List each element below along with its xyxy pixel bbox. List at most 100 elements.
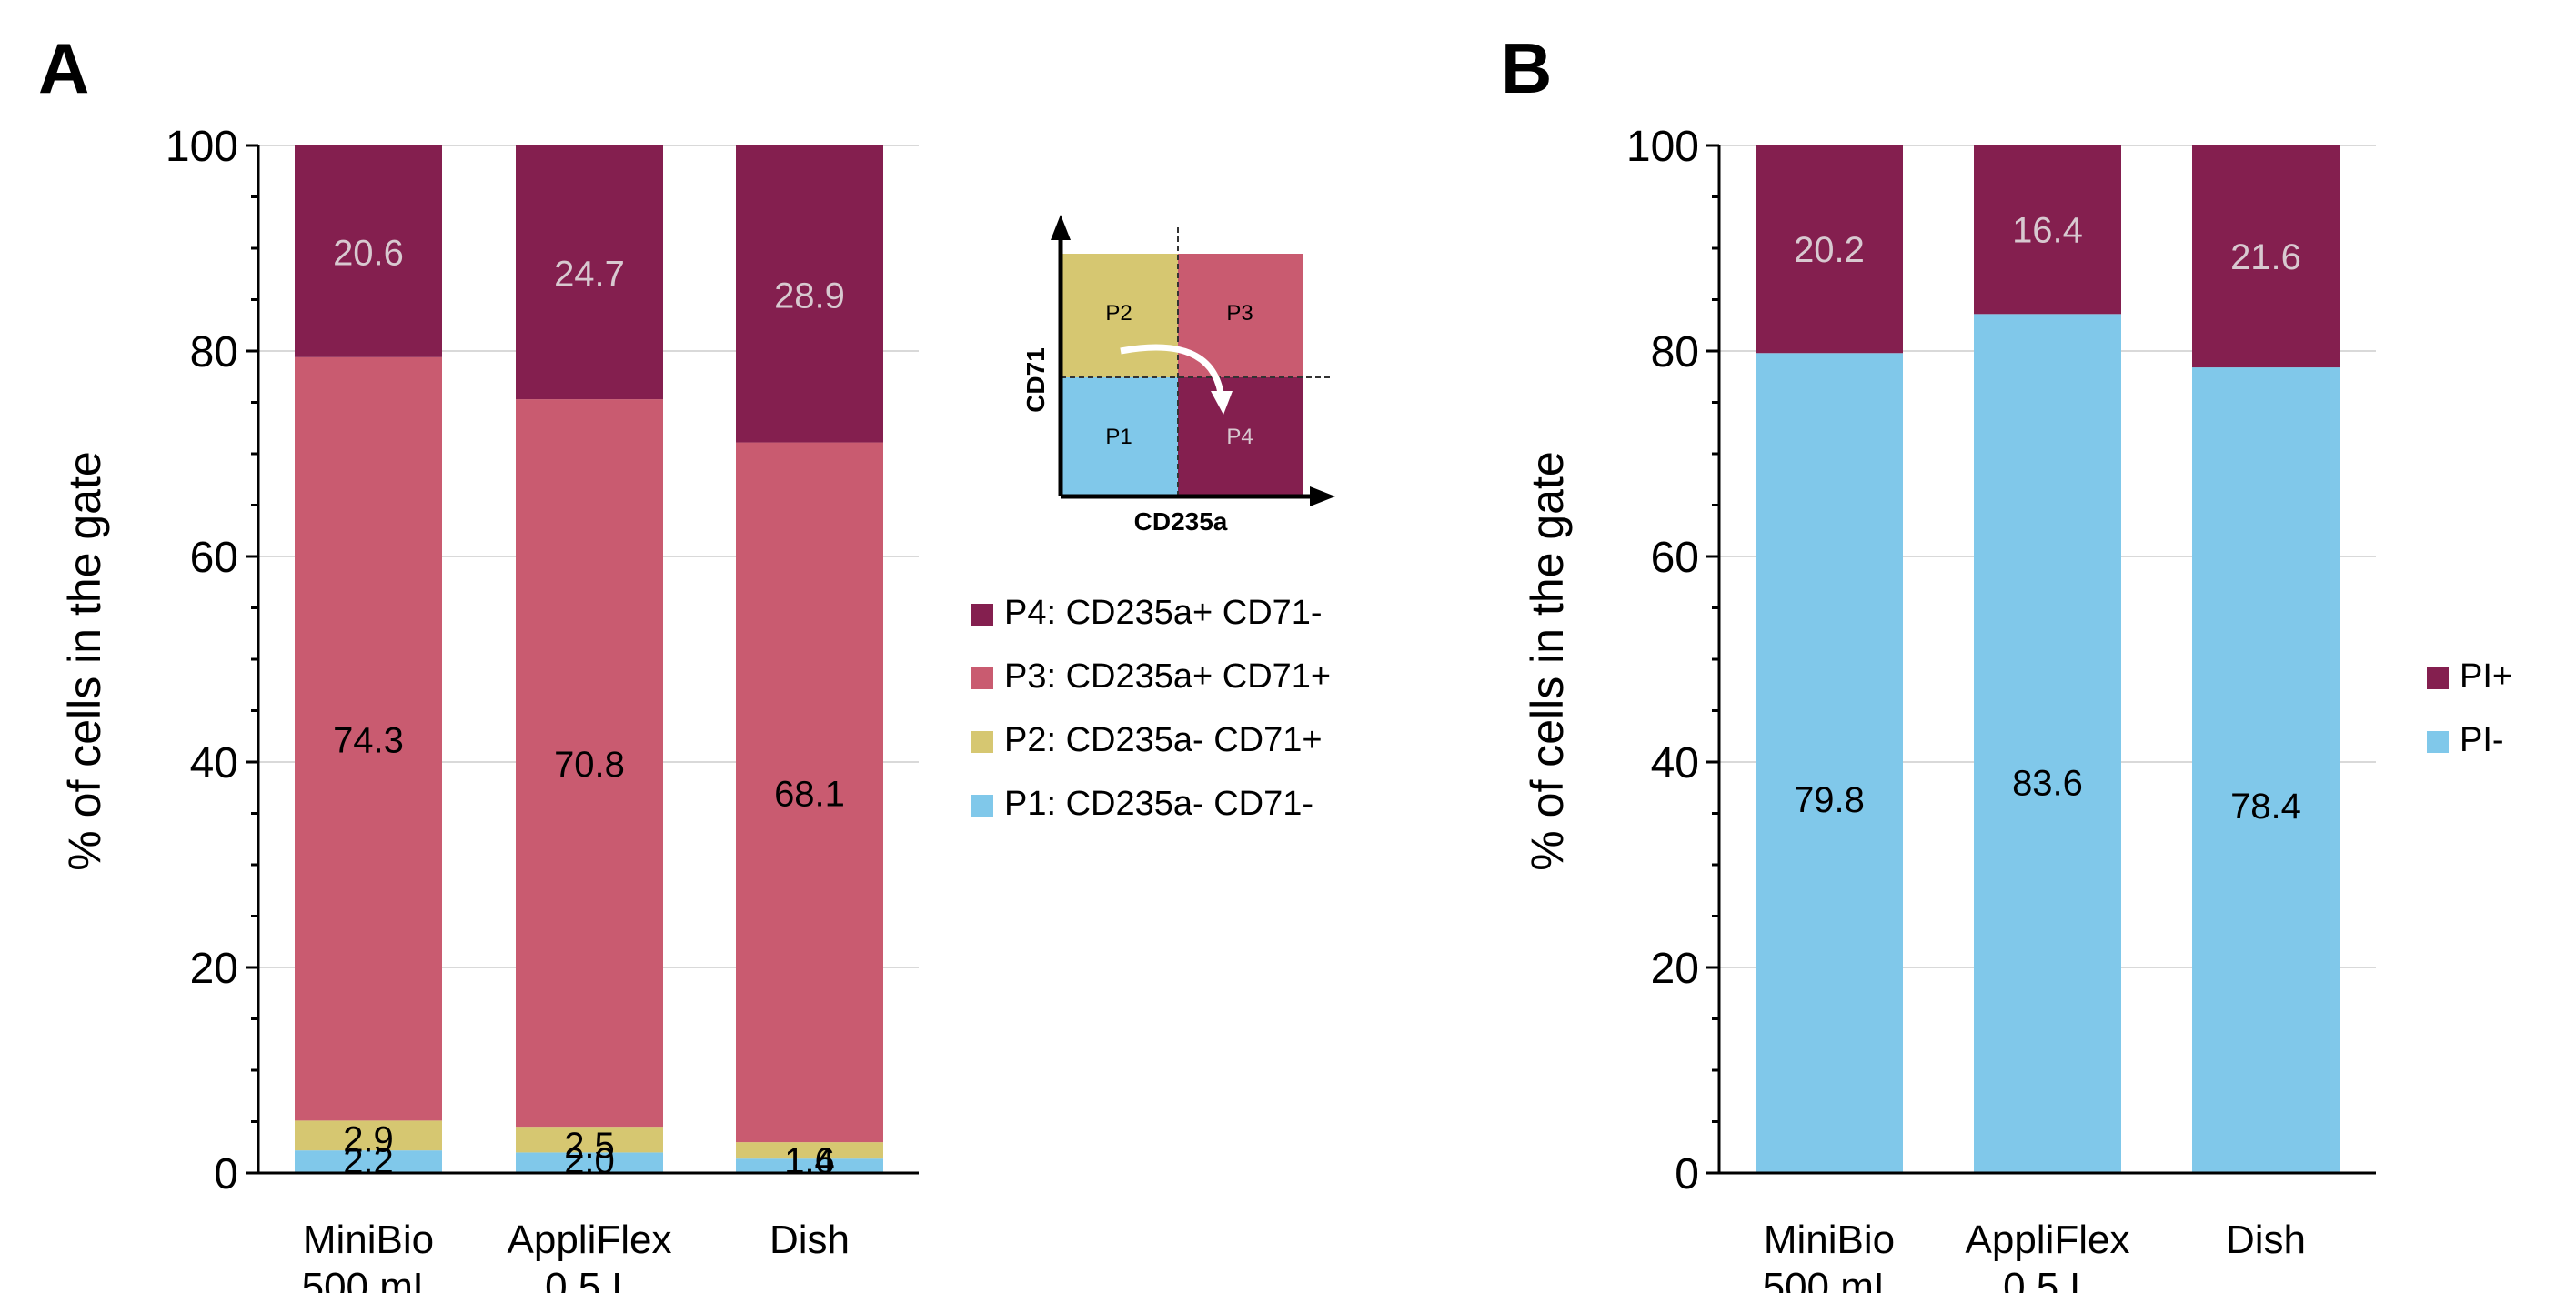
panel-a-legend-label-p2: P2: CD235a- CD71+ (1004, 721, 1323, 759)
panel-a-bar-p4 (295, 145, 442, 357)
panel-a-y-axis-title: % of cells in the gate (59, 451, 110, 870)
panel-b-legend-label-pi_neg: PI- (2460, 721, 2504, 759)
panel-a-bar-p3 (295, 356, 442, 1121)
panel-a-legend-swatch-p4 (971, 604, 993, 626)
panel-a-data-label-p4: 24.7 (554, 255, 625, 295)
panel-a-bar-p1 (516, 1152, 663, 1173)
gate-quadrant-p4 (1178, 377, 1303, 496)
panel-a-bars (295, 145, 883, 1173)
panel-a-data-labels: 2.22.9 74.3 20.6 2.02.5 70.8 24.7 1.41.6 68.1 28… (333, 233, 845, 1181)
panel-a-label: A (38, 28, 89, 108)
panel-a-category-label: AppliFlex (508, 1218, 672, 1262)
panel-a-data-label-p1: 2.2 (343, 1141, 394, 1181)
panel-a-bar-p2 (295, 1120, 442, 1151)
panel-a-data-label-p1: 1.4 (784, 1141, 835, 1181)
panel-a-category-label: 0.5 L (545, 1265, 634, 1293)
panel-b-data-label-pi_neg: 78.4 (2230, 787, 2301, 827)
panel-b-legend: PI+ PI- (2427, 657, 2512, 759)
gate-quadrant-p1 (1061, 377, 1178, 496)
panel-b-y-tick-label: 100 (1626, 123, 1699, 171)
panel-b: B % of cells in the gate 79.8 20.2 83.6 16.… (1501, 28, 2376, 1293)
gate-diagram: P2 P3 P1 P4 CD71 CD235a (1021, 215, 1335, 536)
gate-x-axis-title: CD235a (1134, 507, 1228, 536)
panel-a-bar-p4 (516, 145, 663, 400)
panel-a-data-label-p2: 2.9 (343, 1119, 394, 1159)
panel-a-bar-p2 (736, 1142, 883, 1159)
panel-a-legend-label-p1: P1: CD235a- CD71- (1004, 785, 1313, 823)
panel-b-y-tick-label: 40 (1651, 739, 1699, 787)
panel-b-y-tick-label: 80 (1651, 328, 1699, 376)
panel-b-bar-pi_pos (1756, 145, 1903, 354)
panel-a-y-axis: 0 20 40 60 80 100 (166, 123, 260, 1198)
panel-a: A % of cells in the gate 2.22.974.320.62… (38, 28, 919, 1293)
panel-a-data-label-p2: 1.6 (784, 1141, 835, 1181)
panel-a-data-label-p3: 74.3 (333, 721, 404, 761)
gate-x-axis-arrowhead (1310, 486, 1335, 506)
panel-a-category-label: MiniBio (303, 1218, 434, 1262)
panel-b-category-label: 0.5 L (2003, 1265, 2092, 1293)
panel-a-legend-swatch-p1 (971, 795, 993, 817)
gate-label-p4: P4 (1226, 425, 1253, 449)
panel-b-y-tick-label: 20 (1651, 945, 1699, 993)
panel-b-category-label: Dish (2226, 1218, 2306, 1262)
panel-a-data-label-p4: 28.9 (774, 276, 845, 316)
panel-a-y-tick-label: 60 (190, 534, 238, 582)
panel-b-y-tick-label: 0 (1675, 1150, 1699, 1198)
panel-a-legend-label-p3: P3: CD235a+ CD71+ (1004, 657, 1331, 696)
panel-a-y-tick-label: 20 (190, 945, 238, 993)
panel-a-y-tick-label: 40 (190, 739, 238, 787)
panel-b-data-label-pi_pos: 16.4 (2012, 211, 2083, 251)
panel-b-y-axis-title: % of cells in the gate (1522, 451, 1573, 870)
panel-a-bar-p4 (736, 145, 883, 443)
panel-a-legend: P4: CD235a+ CD71- P3: CD235a+ CD71+ P2: CD… (971, 594, 1331, 823)
panel-a-x-axis: MiniBio 500 mL AppliFlex 0.5 L Dish (258, 1171, 919, 1293)
panel-b-bar-pi_pos (1974, 145, 2121, 315)
panel-a-bar-p3 (516, 399, 663, 1128)
panel-a-bar-p1 (736, 1158, 883, 1173)
panel-a-legend-swatch-p2 (971, 731, 993, 753)
panel-a-data-label-p2: 2.5 (564, 1126, 615, 1166)
gate-label-p2: P2 (1105, 301, 1132, 326)
panel-a-y-tick-label: 100 (166, 123, 238, 171)
panel-b-bar-pi_neg (1974, 314, 2121, 1173)
panel-a-bar-p2 (516, 1127, 663, 1153)
panel-b-data-label-pi_neg: 79.8 (1794, 780, 1865, 820)
gate-transition-arrow (1120, 344, 1224, 394)
gate-quadrant-p2 (1061, 254, 1178, 377)
gate-y-axis-arrowhead (1051, 215, 1071, 240)
panel-a-legend-swatch-p3 (971, 667, 993, 689)
panel-b-x-axis: MiniBio 500 mL AppliFlex 0.5 L Dish (1719, 1171, 2376, 1293)
panel-b-data-label-pi_pos: 20.2 (1794, 230, 1865, 270)
panel-a-data-label-p4: 20.6 (333, 233, 404, 273)
panel-a-category-label: Dish (770, 1218, 850, 1262)
panel-b-legend-label-pi_pos: PI+ (2460, 657, 2512, 696)
panel-b-category-label: MiniBio (1764, 1218, 1895, 1262)
panel-b-data-label-pi_neg: 83.6 (2012, 763, 2083, 803)
panel-b-label: B (1501, 28, 1552, 108)
panel-b-legend-swatch-pi_neg (2427, 731, 2449, 753)
panel-b-bar-pi_neg (2192, 367, 2340, 1174)
panel-a-y-tick-label: 0 (214, 1150, 238, 1198)
gate-y-axis-title: CD71 (1021, 347, 1050, 413)
panel-a-y-tick-label: 80 (190, 328, 238, 376)
gate-label-p3: P3 (1226, 301, 1253, 326)
panel-b-legend-swatch-pi_pos (2427, 667, 2449, 689)
panel-a-category-label: 500 mL (302, 1265, 436, 1293)
panel-b-data-label-pi_pos: 21.6 (2230, 237, 2301, 277)
panel-a-data-label-p1: 2.0 (564, 1141, 615, 1181)
panel-b-bar-pi_pos (2192, 145, 2340, 368)
panel-b-category-label: AppliFlex (1966, 1218, 2130, 1262)
panel-b-bar-pi_neg (1756, 353, 1903, 1173)
panel-b-category-label: 500 mL (1763, 1265, 1897, 1293)
panel-a-data-label-p3: 70.8 (554, 745, 625, 785)
panel-a-legend-label-p4: P4: CD235a+ CD71- (1004, 594, 1323, 632)
gate-label-p1: P1 (1105, 425, 1132, 449)
panel-a-bar-p1 (295, 1150, 442, 1173)
gate-transition-arrowhead (1211, 391, 1233, 415)
panel-a-bar-p3 (736, 442, 883, 1143)
panel-b-y-axis: 0 20 40 60 80 100 (1626, 123, 1721, 1198)
panel-b-data-labels: 79.8 20.2 83.6 16.4 78.4 21.6 (1794, 211, 2301, 827)
panel-a-data-label-p3: 68.1 (774, 774, 845, 814)
panel-b-y-tick-label: 60 (1651, 534, 1699, 582)
